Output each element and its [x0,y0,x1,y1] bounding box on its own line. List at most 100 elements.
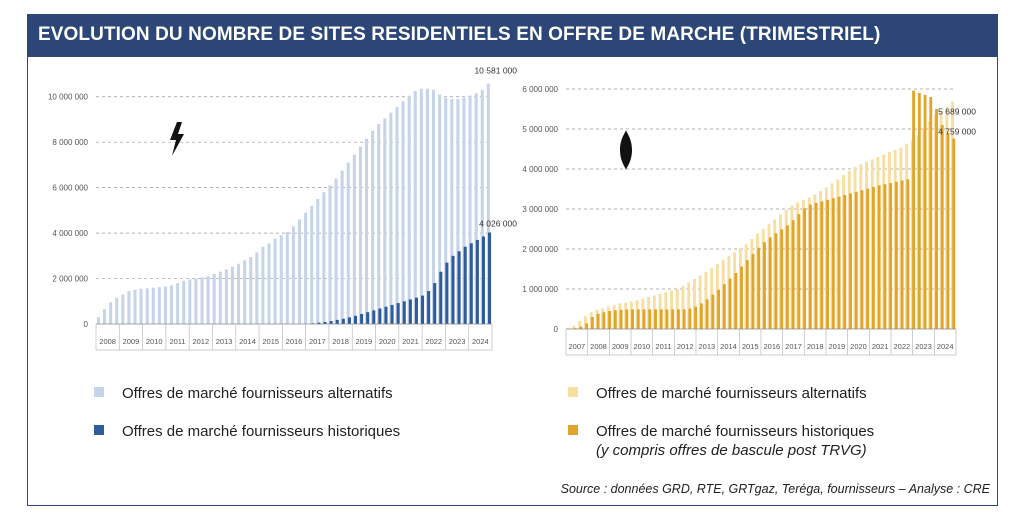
bar-historiques [596,313,600,329]
x-tick-label: 2024 [472,337,489,346]
page-title: EVOLUTION DU NOMBRE DE SITES RESIDENTIEL… [38,24,881,45]
bar-historiques [774,233,778,329]
bar-historiques [590,317,594,329]
bar-historiques [877,185,881,329]
y-tick-label: 2 000 000 [522,245,558,254]
bar-historiques [889,183,893,329]
bar-alternatifs [419,88,423,324]
legend-swatch-gas-alt [568,387,578,397]
bar-historiques [757,247,761,329]
x-tick-label: 2020 [850,342,867,351]
bar-historiques [475,239,479,324]
bar-alternatifs [310,205,314,324]
title-banner: EVOLUTION DU NOMBRE DE SITES RESIDENTIEL… [28,15,997,57]
x-tick-label: 2008 [99,337,116,346]
bar-alternatifs [237,263,241,324]
x-tick-label: 2019 [828,342,845,351]
bar-historiques [659,309,663,329]
bar-alternatifs [218,271,222,324]
bar-historiques [900,180,904,329]
bar-historiques [585,323,589,329]
x-tick-label: 2015 [742,342,759,351]
x-tick-label: 2020 [379,337,396,346]
bar-historiques [917,93,921,329]
x-tick-label: 2012 [677,342,694,351]
bar-historiques [619,309,623,329]
lightning-bolt-icon [170,122,184,156]
y-tick-label: 4 000 000 [52,229,88,238]
bar-alternatifs [395,106,399,324]
bar-historiques [872,187,875,329]
bar-alternatifs [261,246,265,324]
bar-historiques [929,97,933,329]
x-tick-label: 2014 [239,337,256,346]
bar-alternatifs [578,321,582,329]
bar-historiques [745,260,749,329]
bar-historiques [935,109,938,329]
bar-historiques [722,284,726,329]
bar-alternatifs [170,285,174,324]
bar-alternatifs [157,287,161,324]
x-tick-label: 2016 [763,342,780,351]
y-tick-label: 1 000 000 [522,285,558,294]
bar-historiques [648,309,652,329]
bar-historiques [912,90,916,329]
y-tick-label: 0 [84,320,89,329]
bar-alternatifs [127,291,131,324]
x-tick-label: 2023 [915,342,932,351]
bar-historiques [734,273,738,329]
bar-historiques [866,188,870,329]
legend-swatch-gas-hist [568,425,578,435]
bar-historiques [341,318,345,324]
y-tick-label: 6 000 000 [52,184,88,193]
bar-alternatifs [681,285,685,329]
bar-historiques [883,184,887,329]
bar-historiques [797,214,801,329]
bar-alternatifs [474,93,478,325]
legend-label-elec-hist: Offres de marché fournisseurs historique… [122,423,401,440]
bar-historiques [354,315,358,324]
bar-historiques [768,237,772,329]
bar-alternatifs [698,275,702,329]
legend-label-gas-hist: Offres de marché fournisseurs historique… [596,423,875,440]
bar-alternatifs [163,286,167,324]
bar-alternatifs [675,289,679,329]
bar-historiques [814,203,818,329]
x-tick-label: 2015 [262,337,279,346]
bar-historiques [711,294,715,329]
legend-label-gas-hist-wrap: Offres de marché fournisseurs historique… [596,422,874,460]
bar-historiques [780,229,784,329]
bar-historiques [323,321,327,324]
bar-historiques [820,201,824,329]
y-tick-label: 10 000 000 [48,93,89,102]
bar-alternatifs [334,178,338,324]
bar-alternatifs [291,226,295,324]
bar-historiques [843,195,847,329]
x-tick-label: 2017 [309,337,326,346]
bar-historiques [952,138,956,329]
bar-historiques [705,299,709,329]
bar-alternatifs [297,219,302,324]
x-tick-label: 2022 [893,342,910,351]
bar-alternatifs [322,192,326,324]
bar-historiques [414,297,418,324]
bar-historiques [390,304,394,324]
bar-historiques [608,311,612,329]
bar-alternatifs [352,154,356,324]
bar-historiques [763,242,766,329]
bar-alternatifs [340,170,344,324]
bar-alternatifs [425,88,429,324]
bar-alternatifs [273,238,277,324]
bar-historiques [826,199,829,329]
y-tick-label: 0 [554,325,559,334]
bar-historiques [894,181,898,329]
x-tick-label: 2011 [169,337,185,346]
bar-alternatifs [450,99,454,324]
bar-alternatifs [480,89,484,324]
data-label: 4 759 000 [938,127,976,137]
bar-historiques [785,225,789,329]
bar-alternatifs [109,302,113,324]
bar-alternatifs [182,280,186,324]
bar-historiques [427,291,431,324]
x-tick-label: 2011 [655,342,671,351]
